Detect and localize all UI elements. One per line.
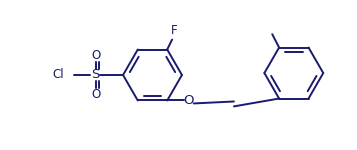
Text: Cl: Cl xyxy=(52,69,64,81)
Text: O: O xyxy=(91,49,100,62)
Text: S: S xyxy=(91,69,100,81)
Text: O: O xyxy=(91,88,100,101)
Text: O: O xyxy=(183,94,194,107)
Text: F: F xyxy=(171,24,177,37)
